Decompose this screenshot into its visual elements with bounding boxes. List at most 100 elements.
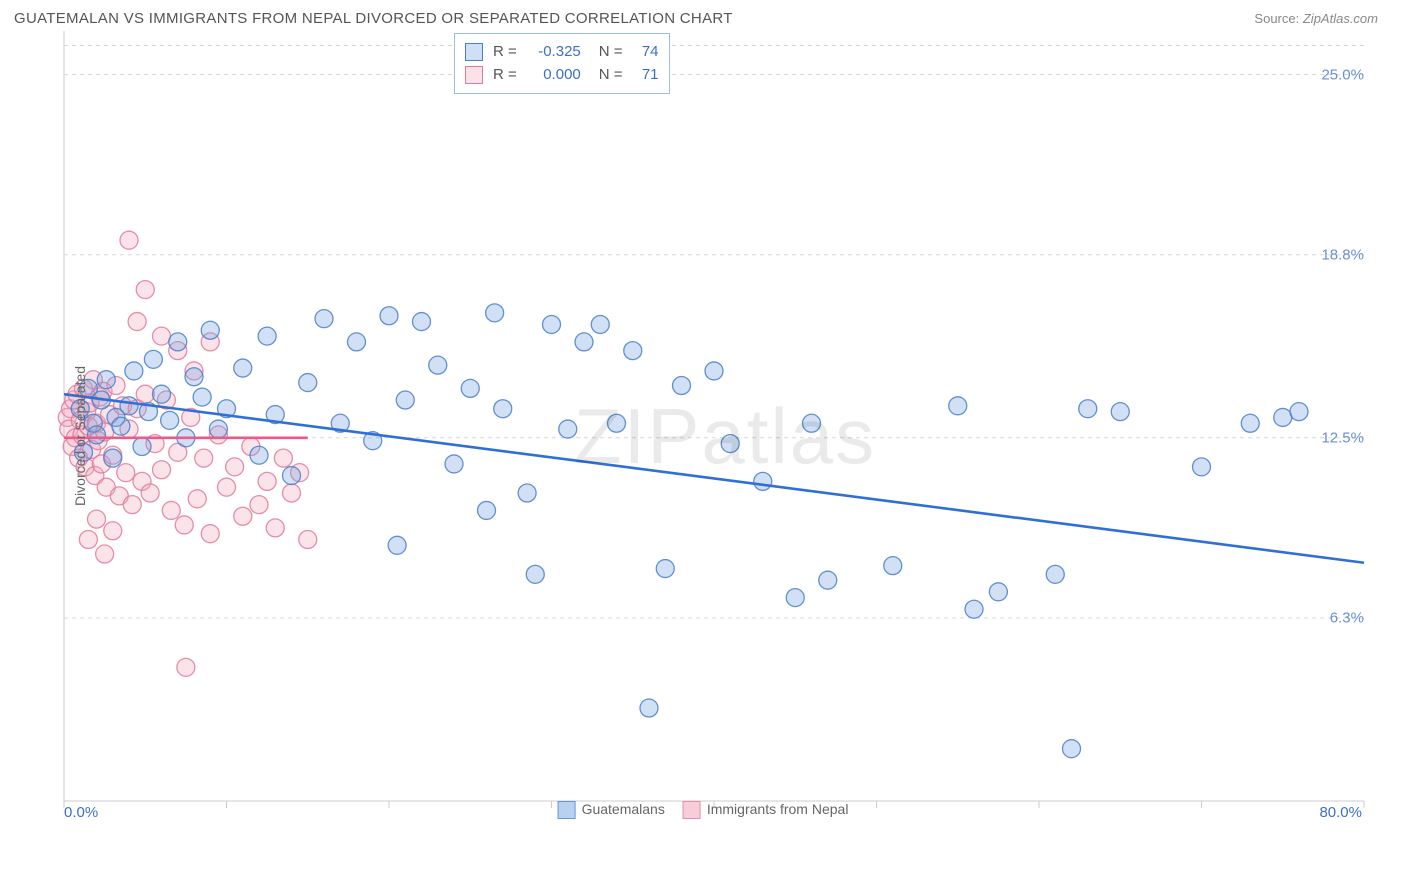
y-tick-label: 25.0% (1321, 66, 1364, 83)
data-point (1274, 408, 1292, 426)
data-point (1111, 403, 1129, 421)
legend-label: Guatemalans (582, 801, 665, 817)
data-point (965, 600, 983, 618)
data-point (96, 545, 114, 563)
data-point (1290, 403, 1308, 421)
data-point (250, 446, 268, 464)
data-point (989, 583, 1007, 601)
legend-item: Immigrants from Nepal (683, 801, 849, 819)
data-point (803, 414, 821, 432)
x-axis-max-label: 80.0% (1319, 804, 1362, 821)
legend-swatch (558, 801, 576, 819)
data-point (153, 461, 171, 479)
data-point (120, 231, 138, 249)
data-point (177, 658, 195, 676)
scatter-plot (14, 31, 1392, 821)
data-point (949, 397, 967, 415)
data-point (591, 315, 609, 333)
data-point (283, 467, 301, 485)
data-point (624, 342, 642, 360)
correlation-row: R = 0.000 N = 71 (465, 63, 659, 86)
data-point (112, 417, 130, 435)
data-point (258, 327, 276, 345)
data-point (193, 388, 211, 406)
plot-container: Divorced or Separated ZIPatlas 6.3%12.5%… (14, 31, 1392, 841)
data-point (161, 411, 179, 429)
data-point (388, 536, 406, 554)
data-point (486, 304, 504, 322)
data-point (79, 530, 97, 548)
data-point (226, 458, 244, 476)
chart-title: GUATEMALAN VS IMMIGRANTS FROM NEPAL DIVO… (14, 10, 733, 27)
data-point (526, 565, 544, 583)
data-point (705, 362, 723, 380)
data-point (283, 484, 301, 502)
data-point (125, 362, 143, 380)
legend-swatch (465, 43, 483, 61)
data-point (128, 313, 146, 331)
data-point (786, 589, 804, 607)
series-legend: Guatemalans Immigrants from Nepal (558, 801, 849, 819)
legend-swatch (683, 801, 701, 819)
data-point (478, 501, 496, 519)
data-point (640, 699, 658, 717)
data-point (1241, 414, 1259, 432)
data-point (1046, 565, 1064, 583)
stat-r-label: R = (493, 63, 517, 86)
data-point (673, 376, 691, 394)
data-point (656, 560, 674, 578)
data-point (1193, 458, 1211, 476)
data-point (380, 307, 398, 325)
data-point (575, 333, 593, 351)
data-point (104, 522, 122, 540)
data-point (258, 472, 276, 490)
data-point (315, 310, 333, 328)
legend-swatch (465, 66, 483, 84)
data-point (162, 501, 180, 519)
y-tick-label: 12.5% (1321, 429, 1364, 446)
stat-n-label: N = (599, 63, 623, 86)
source-label: Source: (1254, 11, 1299, 26)
data-point (1079, 400, 1097, 418)
data-point (169, 333, 187, 351)
data-point (429, 356, 447, 374)
data-point (348, 333, 366, 351)
data-point (133, 438, 151, 456)
data-point (884, 557, 902, 575)
stat-n-value: 71 (633, 63, 659, 86)
data-point (97, 371, 115, 389)
stat-r-label: R = (493, 40, 517, 63)
legend-item: Guatemalans (558, 801, 665, 819)
data-point (234, 507, 252, 525)
stat-n-value: 74 (633, 40, 659, 63)
data-point (234, 359, 252, 377)
source-attribution: Source: ZipAtlas.com (1254, 11, 1378, 26)
x-axis-min-label: 0.0% (64, 804, 98, 821)
data-point (445, 455, 463, 473)
data-point (299, 374, 317, 392)
data-point (559, 420, 577, 438)
data-point (274, 449, 292, 467)
data-point (543, 315, 561, 333)
correlation-row: R =-0.325N =74 (465, 40, 659, 63)
data-point (1063, 740, 1081, 758)
data-point (123, 496, 141, 514)
data-point (136, 281, 154, 299)
y-tick-label: 18.8% (1321, 246, 1364, 263)
stat-r-value: -0.325 (527, 40, 581, 63)
data-point (88, 426, 106, 444)
data-point (518, 484, 536, 502)
data-point (120, 397, 138, 415)
data-point (144, 350, 162, 368)
data-point (136, 385, 154, 403)
data-point (209, 420, 227, 438)
stat-r-value: 0.000 (527, 63, 581, 86)
data-point (396, 391, 414, 409)
data-point (104, 449, 122, 467)
data-point (461, 379, 479, 397)
data-point (608, 414, 626, 432)
data-point (188, 490, 206, 508)
data-point (117, 464, 135, 482)
data-point (141, 484, 159, 502)
legend-label: Immigrants from Nepal (707, 801, 849, 817)
